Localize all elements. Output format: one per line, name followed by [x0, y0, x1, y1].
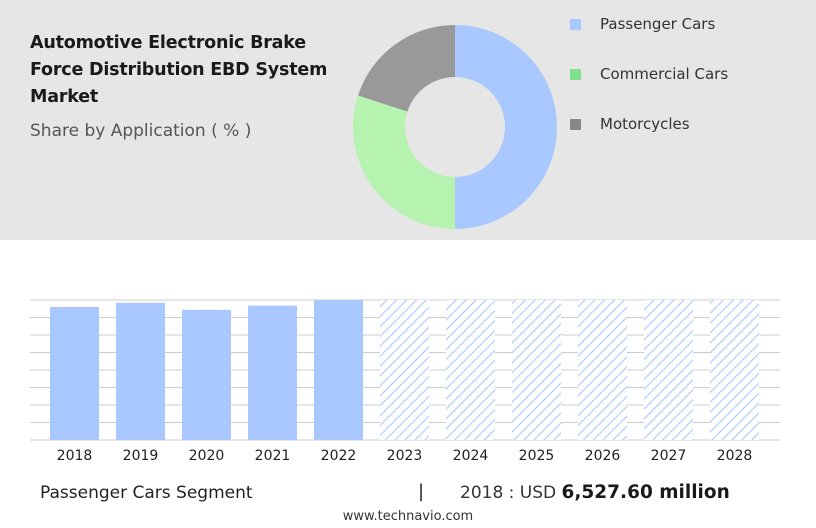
legend-label: Passenger Cars [600, 15, 716, 33]
x-tick-label: 2021 [255, 448, 291, 464]
x-tick-label: 2028 [717, 448, 753, 464]
x-tick-label: 2027 [651, 448, 687, 464]
forecast-bar-2025 [512, 300, 561, 440]
x-tick-label: 2019 [123, 448, 159, 464]
bar-2019 [116, 302, 165, 440]
footer-separator: | [418, 481, 425, 502]
bar-2018 [50, 307, 99, 440]
forecast-bar-2028 [710, 300, 759, 440]
legend-swatch [570, 18, 581, 30]
x-tick-label: 2022 [321, 448, 357, 464]
chart-subtitle: Share by Application ( % ) [30, 121, 252, 141]
donut-chart [352, 25, 557, 229]
forecast-bar-2027 [644, 300, 693, 440]
x-tick-label: 2020 [189, 448, 225, 464]
legend-label: Commercial Cars [600, 65, 729, 83]
x-tick-label: 2018 [57, 448, 93, 464]
x-tick-label: 2026 [585, 448, 621, 464]
segment-label: Passenger Cars Segment [40, 483, 253, 503]
legend-swatch [570, 68, 581, 80]
segment-value-amount: 6,527.60 million [561, 482, 730, 503]
forecast-bar-2024 [446, 300, 495, 440]
legend-item-motorcycles: Motorcycles [570, 112, 690, 136]
donut-slice-motorcycles [357, 25, 455, 112]
bar-2022 [314, 300, 363, 440]
donut-slice-passenger-cars [455, 25, 557, 229]
bar-2021 [248, 305, 297, 440]
chart-title: Automotive Electronic Brake Force Distri… [30, 33, 328, 107]
legend-item-passenger-cars: Passenger Cars [570, 12, 715, 36]
bar-2020 [182, 309, 231, 440]
source-url: www.technavio.com [342, 509, 474, 524]
segment-value: 2018 : USD 6,527.60 million [460, 482, 730, 503]
forecast-bar-2023 [380, 300, 429, 440]
x-tick-label: 2024 [453, 448, 489, 464]
segment-year-label: 2018 : USD [460, 483, 557, 503]
forecast-bar-2026 [578, 300, 627, 440]
x-tick-label: 2023 [387, 448, 423, 464]
donut-slice-commercial-cars [352, 95, 455, 229]
x-tick-label: 2025 [519, 448, 555, 464]
bar-chart: 2018 2019 2020 2021 2022 2023 2024 2025 2026 2027… [30, 299, 780, 464]
legend-item-commercial-cars: Commercial Cars [570, 62, 728, 86]
legend-label: Motorcycles [600, 115, 690, 133]
legend-swatch [570, 118, 581, 130]
